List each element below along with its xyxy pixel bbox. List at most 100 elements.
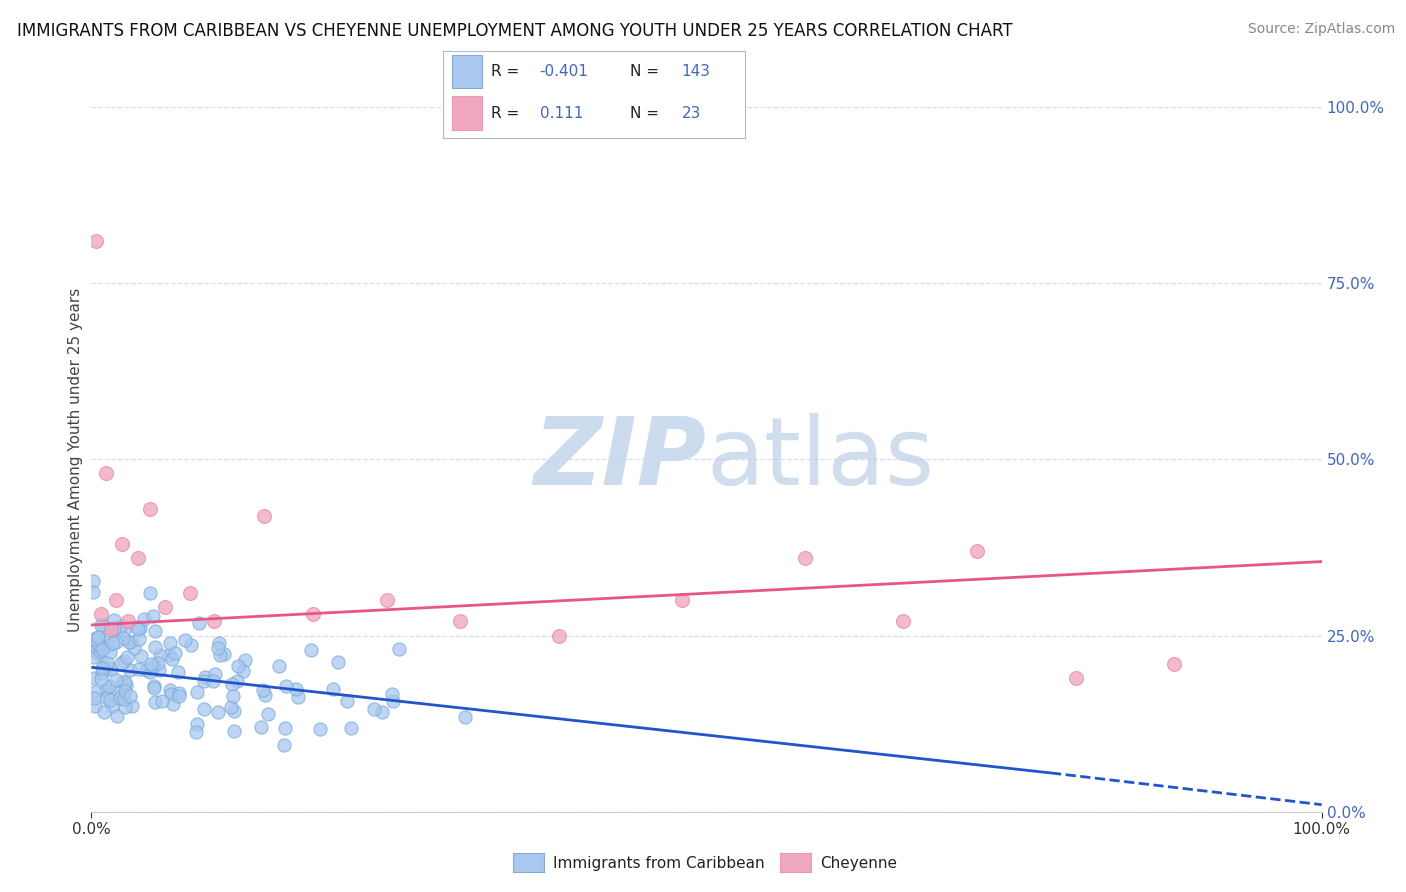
Point [118, 663, 141, 677]
Point [112, 692, 135, 706]
Point [86, 234, 108, 248]
Point [174, 632, 197, 647]
Point [157, 648, 180, 663]
Point [100, 622, 122, 636]
Point [139, 657, 162, 671]
Point [110, 656, 132, 670]
Point [388, 641, 411, 656]
Point [115, 650, 138, 665]
Point [201, 673, 224, 688]
Point [105, 593, 127, 607]
Point [370, 705, 392, 719]
Text: -0.401: -0.401 [540, 64, 589, 79]
Point [273, 739, 295, 753]
Point [110, 679, 132, 693]
Text: R =: R = [491, 64, 519, 79]
Y-axis label: Unemployment Among Youth under 25 years: Unemployment Among Youth under 25 years [67, 287, 83, 632]
Point [110, 619, 132, 633]
Point [449, 615, 471, 629]
Point [202, 615, 225, 629]
Point [111, 689, 134, 703]
Point [208, 648, 231, 662]
Point [111, 537, 134, 551]
Point [339, 721, 361, 735]
Point [128, 661, 150, 675]
Point [97, 687, 120, 701]
Point [363, 702, 385, 716]
Point [257, 707, 280, 722]
Point [193, 673, 215, 688]
Point [226, 659, 249, 673]
Point [139, 586, 162, 600]
Text: Cheyenne: Cheyenne [820, 856, 897, 871]
Point [207, 640, 229, 655]
Point [101, 698, 124, 713]
Point [222, 723, 245, 738]
Point [91, 641, 114, 656]
Point [287, 690, 309, 704]
Point [186, 685, 208, 699]
Point [129, 621, 152, 635]
Point [103, 621, 125, 635]
Point [188, 616, 211, 631]
Point [135, 664, 157, 678]
Point [96, 691, 118, 706]
Point [146, 657, 169, 671]
Point [186, 716, 208, 731]
Point [148, 663, 170, 677]
Point [250, 719, 273, 733]
Point [793, 551, 815, 566]
Point [107, 623, 129, 637]
Point [269, 658, 291, 673]
Point [105, 673, 128, 687]
Point [103, 613, 125, 627]
Point [98, 679, 121, 693]
Text: ZIP: ZIP [534, 413, 706, 506]
Point [98, 624, 121, 638]
Point [381, 687, 404, 701]
Point [98, 692, 121, 706]
Point [83, 690, 105, 705]
Point [91, 661, 114, 675]
Point [114, 674, 136, 689]
Point [145, 624, 167, 638]
Point [159, 682, 181, 697]
Point [84, 684, 107, 698]
Bar [451, 96, 482, 129]
Point [222, 690, 245, 704]
Bar [451, 55, 482, 88]
Point [93, 659, 115, 673]
Point [326, 655, 349, 669]
Point [86, 641, 108, 656]
Point [120, 689, 142, 703]
Point [108, 690, 131, 705]
Point [232, 664, 254, 678]
Point [142, 679, 165, 693]
Point [226, 673, 249, 688]
Point [100, 645, 122, 659]
Point [143, 681, 166, 696]
Text: 0.111: 0.111 [540, 106, 583, 121]
Point [222, 704, 245, 718]
Point [148, 648, 170, 663]
Point [1163, 657, 1185, 671]
Point [139, 501, 162, 516]
Point [114, 699, 136, 714]
Text: N =: N = [630, 64, 659, 79]
Point [299, 642, 322, 657]
Point [87, 633, 110, 648]
Point [94, 682, 117, 697]
Point [91, 665, 114, 680]
Point [111, 675, 134, 690]
Point [253, 508, 276, 523]
Point [142, 659, 165, 673]
Point [112, 623, 135, 637]
Point [1064, 671, 1087, 685]
Point [89, 643, 111, 657]
Point [86, 646, 108, 660]
Point [274, 721, 297, 735]
Point [115, 678, 138, 692]
Point [100, 662, 122, 676]
Point [121, 698, 143, 713]
Point [160, 652, 183, 666]
